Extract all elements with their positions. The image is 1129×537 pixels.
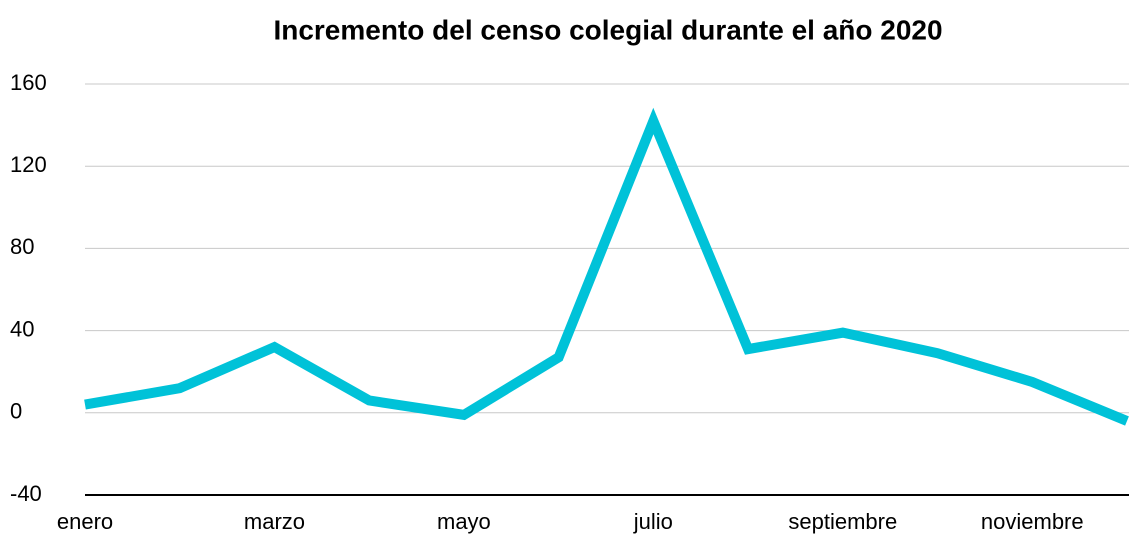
x-tick-label: marzo: [244, 509, 305, 534]
x-tick-label: julio: [633, 509, 673, 534]
y-tick-label: 0: [10, 399, 22, 424]
y-tick-label: 80: [10, 234, 34, 259]
line-series: [84, 107, 1129, 426]
y-tick-label: 120: [10, 152, 47, 177]
x-tick-label: enero: [57, 509, 113, 534]
x-tick-label: noviembre: [981, 509, 1084, 534]
y-tick-label: 160: [10, 70, 47, 95]
x-tick-label: mayo: [437, 509, 491, 534]
chart-title: Incremento del censo colegial durante el…: [273, 14, 942, 45]
y-tick-label: -40: [10, 481, 42, 506]
y-tick-label: 40: [10, 316, 34, 341]
x-tick-label: septiembre: [788, 509, 897, 534]
